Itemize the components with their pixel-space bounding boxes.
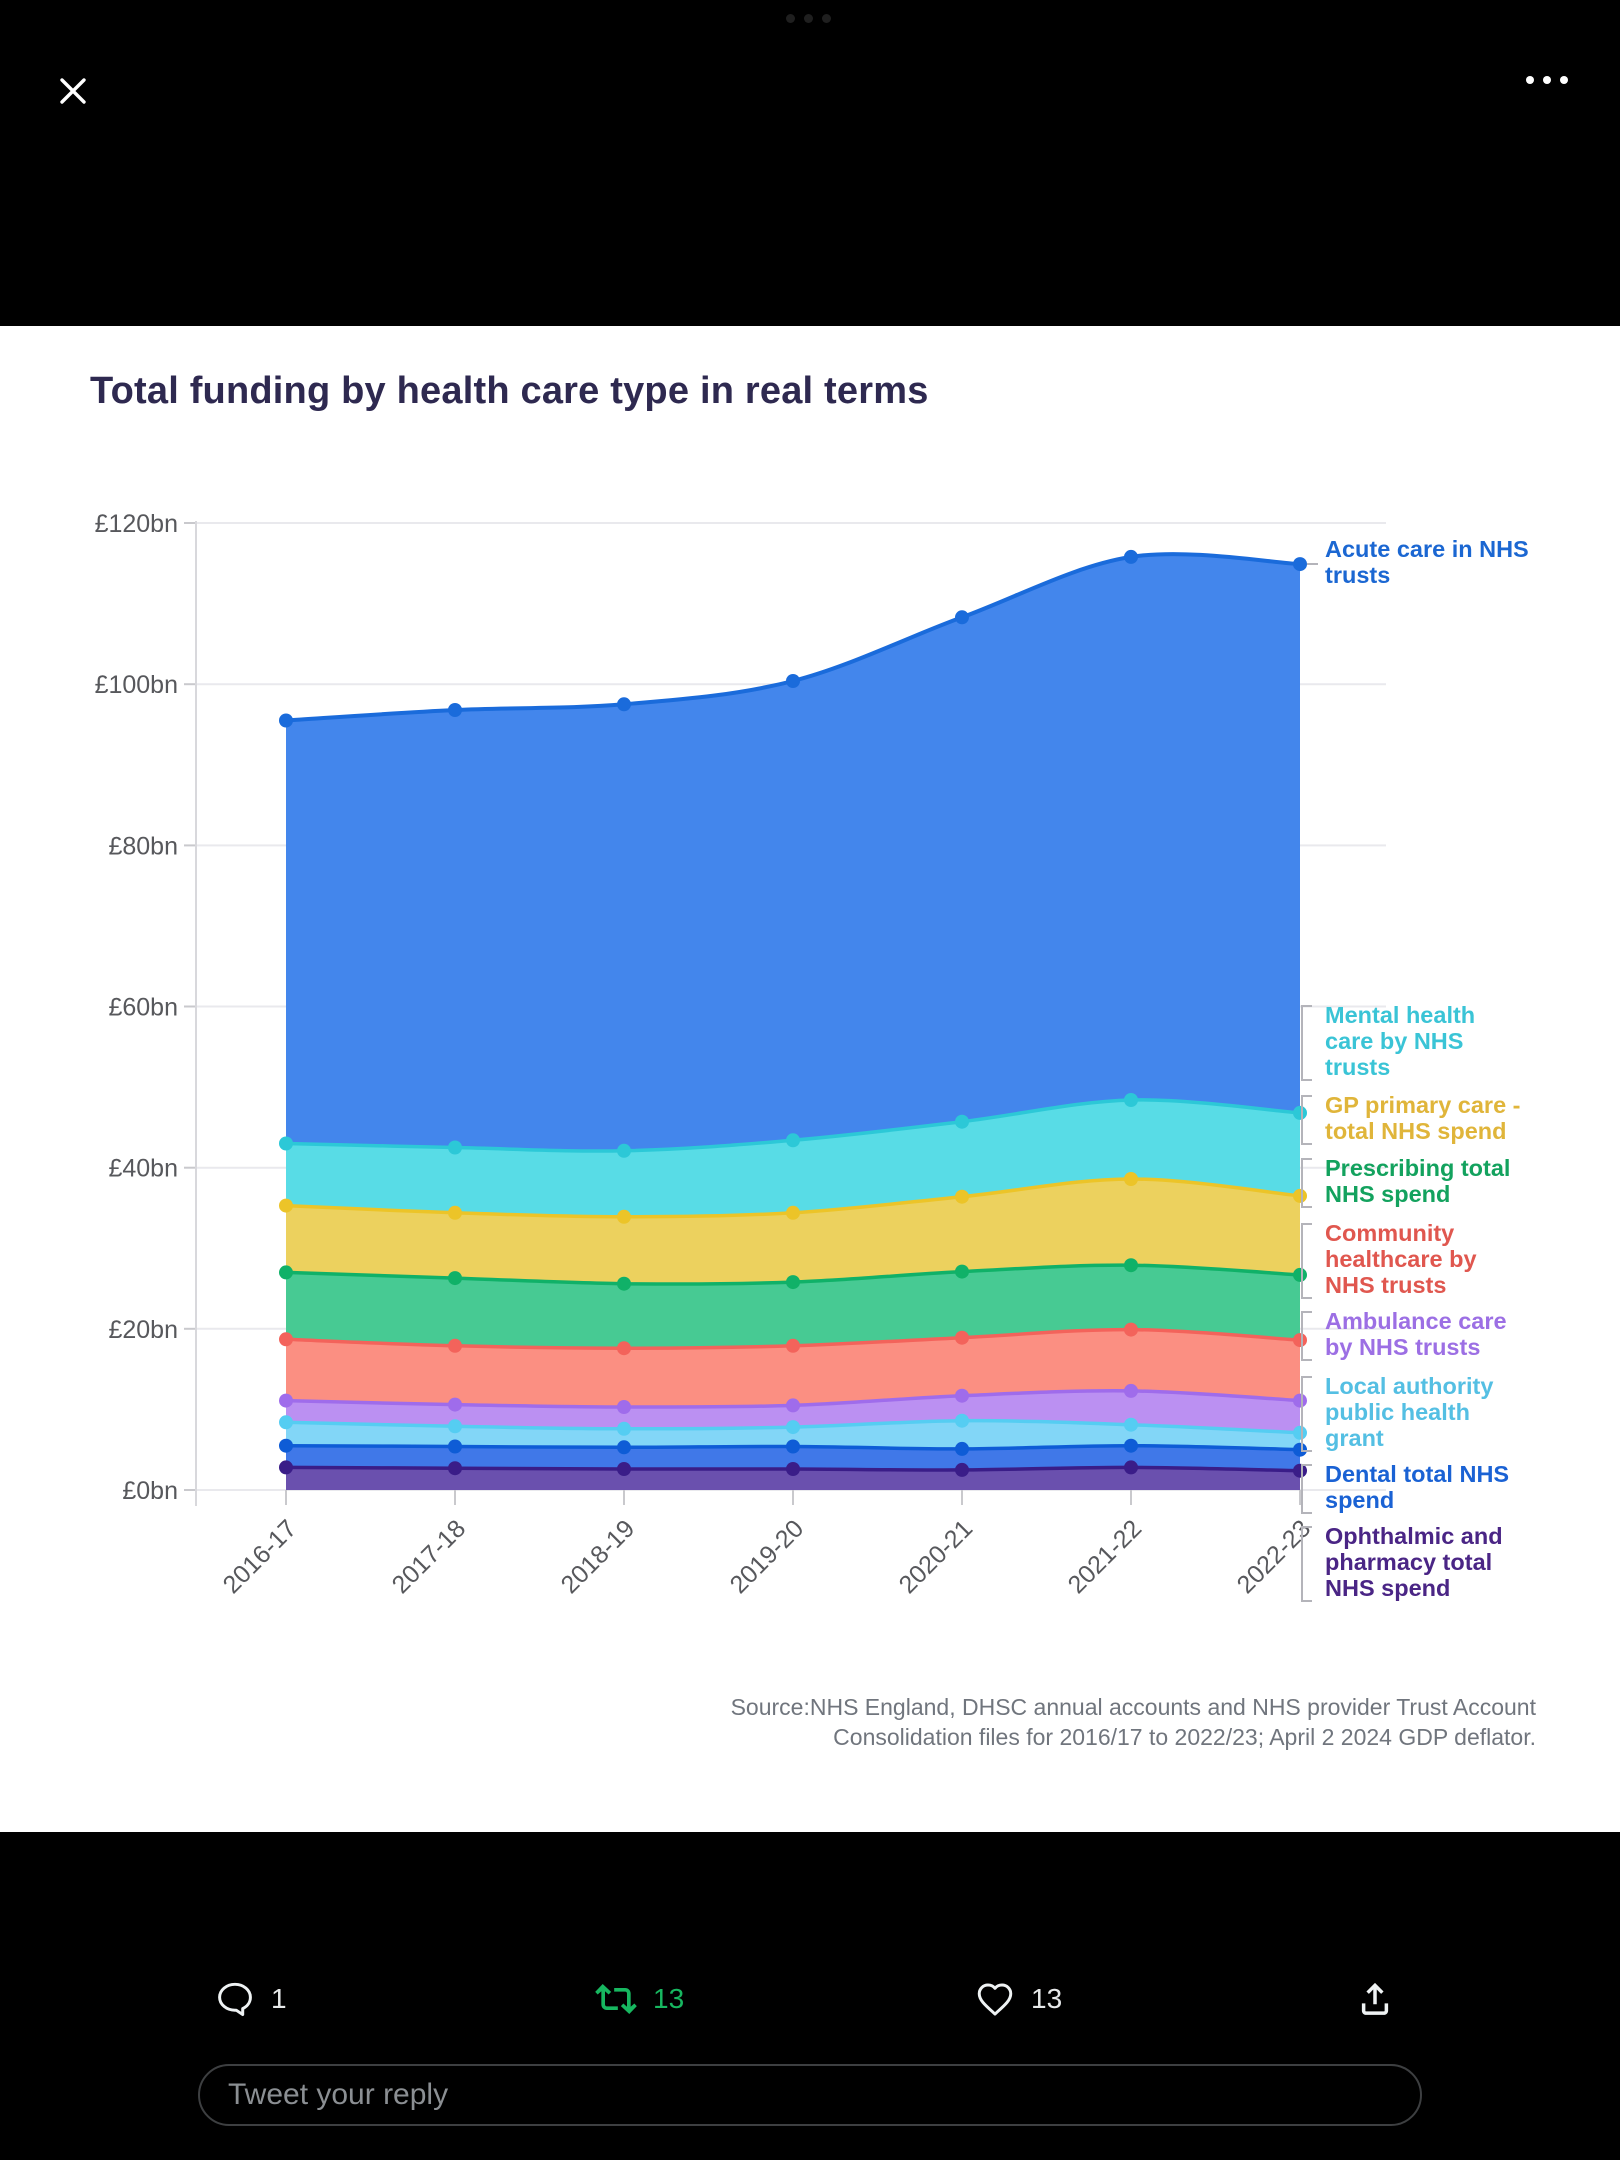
y-axis-tick-label: £100bn bbox=[95, 671, 178, 699]
source-note: Source:NHS England, DHSC annual accounts… bbox=[731, 1692, 1536, 1752]
series-label-local_authority: Local authority public health grant bbox=[1325, 1373, 1494, 1451]
x-axis-tick-label: 2020-21 bbox=[894, 1514, 979, 1599]
retweet-count: 13 bbox=[653, 1983, 685, 2014]
annotation-bracket-ophthalmic bbox=[1301, 1526, 1312, 1602]
y-axis-tick-label: £60bn bbox=[108, 994, 178, 1022]
share-icon bbox=[1361, 1982, 1389, 2015]
annotation-bracket-gp bbox=[1301, 1095, 1312, 1145]
series-label-community: Community healthcare by NHS trusts bbox=[1325, 1220, 1477, 1298]
area-local_authority bbox=[286, 1420, 1300, 1450]
series-label-prescribing: Prescribing total NHS spend bbox=[1325, 1155, 1511, 1207]
area-prescribing bbox=[286, 1265, 1300, 1349]
close-icon[interactable] bbox=[54, 72, 92, 110]
annotation-bracket-community bbox=[1301, 1223, 1312, 1299]
like-button[interactable]: 13 bbox=[974, 1972, 1062, 2026]
annotation-bracket-ambulance bbox=[1301, 1311, 1312, 1361]
x-axis-tick-label: 2021-22 bbox=[1063, 1514, 1148, 1599]
reply-button[interactable]: 1 bbox=[214, 1972, 287, 2026]
series-label-ophthalmic: Ophthalmic and pharmacy total NHS spend bbox=[1325, 1523, 1503, 1601]
annotation-bracket-mental bbox=[1301, 1005, 1312, 1081]
retweet-icon bbox=[595, 1983, 637, 2015]
retweet-button[interactable]: 13 bbox=[594, 1972, 684, 2026]
source-line1: Source:NHS England, DHSC annual accounts… bbox=[730, 1694, 1536, 1720]
share-button[interactable] bbox=[1354, 1972, 1396, 2026]
chart-title: Total funding by health care type in rea… bbox=[90, 370, 929, 412]
series-label-gp: GP primary care - total NHS spend bbox=[1325, 1092, 1521, 1144]
x-axis-tick-label: 2016-17 bbox=[218, 1514, 303, 1599]
stacked-area-chart: £0bn £20bn £40bn £60bn £80bn £100bn £120bn 2016… bbox=[95, 510, 1386, 1599]
series-label-mental: Mental health care by NHS trusts bbox=[1325, 1002, 1476, 1080]
x-axis-tick-label: 2018-19 bbox=[556, 1514, 641, 1599]
x-axis-tick-label: 2017-18 bbox=[387, 1514, 472, 1599]
like-count: 13 bbox=[1031, 1983, 1063, 2014]
reply-bubble-icon bbox=[218, 1982, 252, 2017]
heart-icon bbox=[977, 1983, 1013, 2016]
y-axis-tick-label: £80bn bbox=[108, 832, 178, 860]
annotation-bracket-prescribing bbox=[1301, 1158, 1312, 1208]
area-ophthalmic bbox=[286, 1467, 1300, 1490]
y-axis-tick-label: £120bn bbox=[95, 510, 178, 538]
area-acute bbox=[286, 554, 1300, 1152]
area-gp bbox=[286, 1178, 1300, 1285]
annotation-bracket-local_authority bbox=[1301, 1376, 1312, 1452]
series-label-dental: Dental total NHS spend bbox=[1325, 1461, 1510, 1513]
more-menu-icon[interactable] bbox=[1526, 76, 1568, 84]
y-axis-tick-label: £0bn bbox=[122, 1477, 178, 1505]
y-axis-tick-label: £20bn bbox=[108, 1316, 178, 1344]
x-axis-tick-label: 2019-20 bbox=[725, 1514, 810, 1599]
drag-indicator-icon bbox=[786, 14, 831, 23]
reply-input[interactable] bbox=[198, 2064, 1422, 2126]
area-mental bbox=[286, 1099, 1300, 1217]
annotation-bracket-dental bbox=[1301, 1464, 1312, 1514]
chart-image-card[interactable]: Total funding by health care type in rea… bbox=[0, 326, 1620, 1832]
y-axis-tick-label: £40bn bbox=[108, 1155, 178, 1183]
series-label-ambulance: Ambulance care by NHS trusts bbox=[1325, 1308, 1507, 1360]
source-line2: Consolidation files for 2016/17 to 2022/… bbox=[833, 1724, 1536, 1750]
reply-count: 1 bbox=[271, 1983, 287, 2014]
area-dental bbox=[286, 1445, 1300, 1471]
acute-connector-line bbox=[1307, 563, 1318, 565]
series-label-acute: Acute care in NHS trusts bbox=[1325, 536, 1529, 588]
